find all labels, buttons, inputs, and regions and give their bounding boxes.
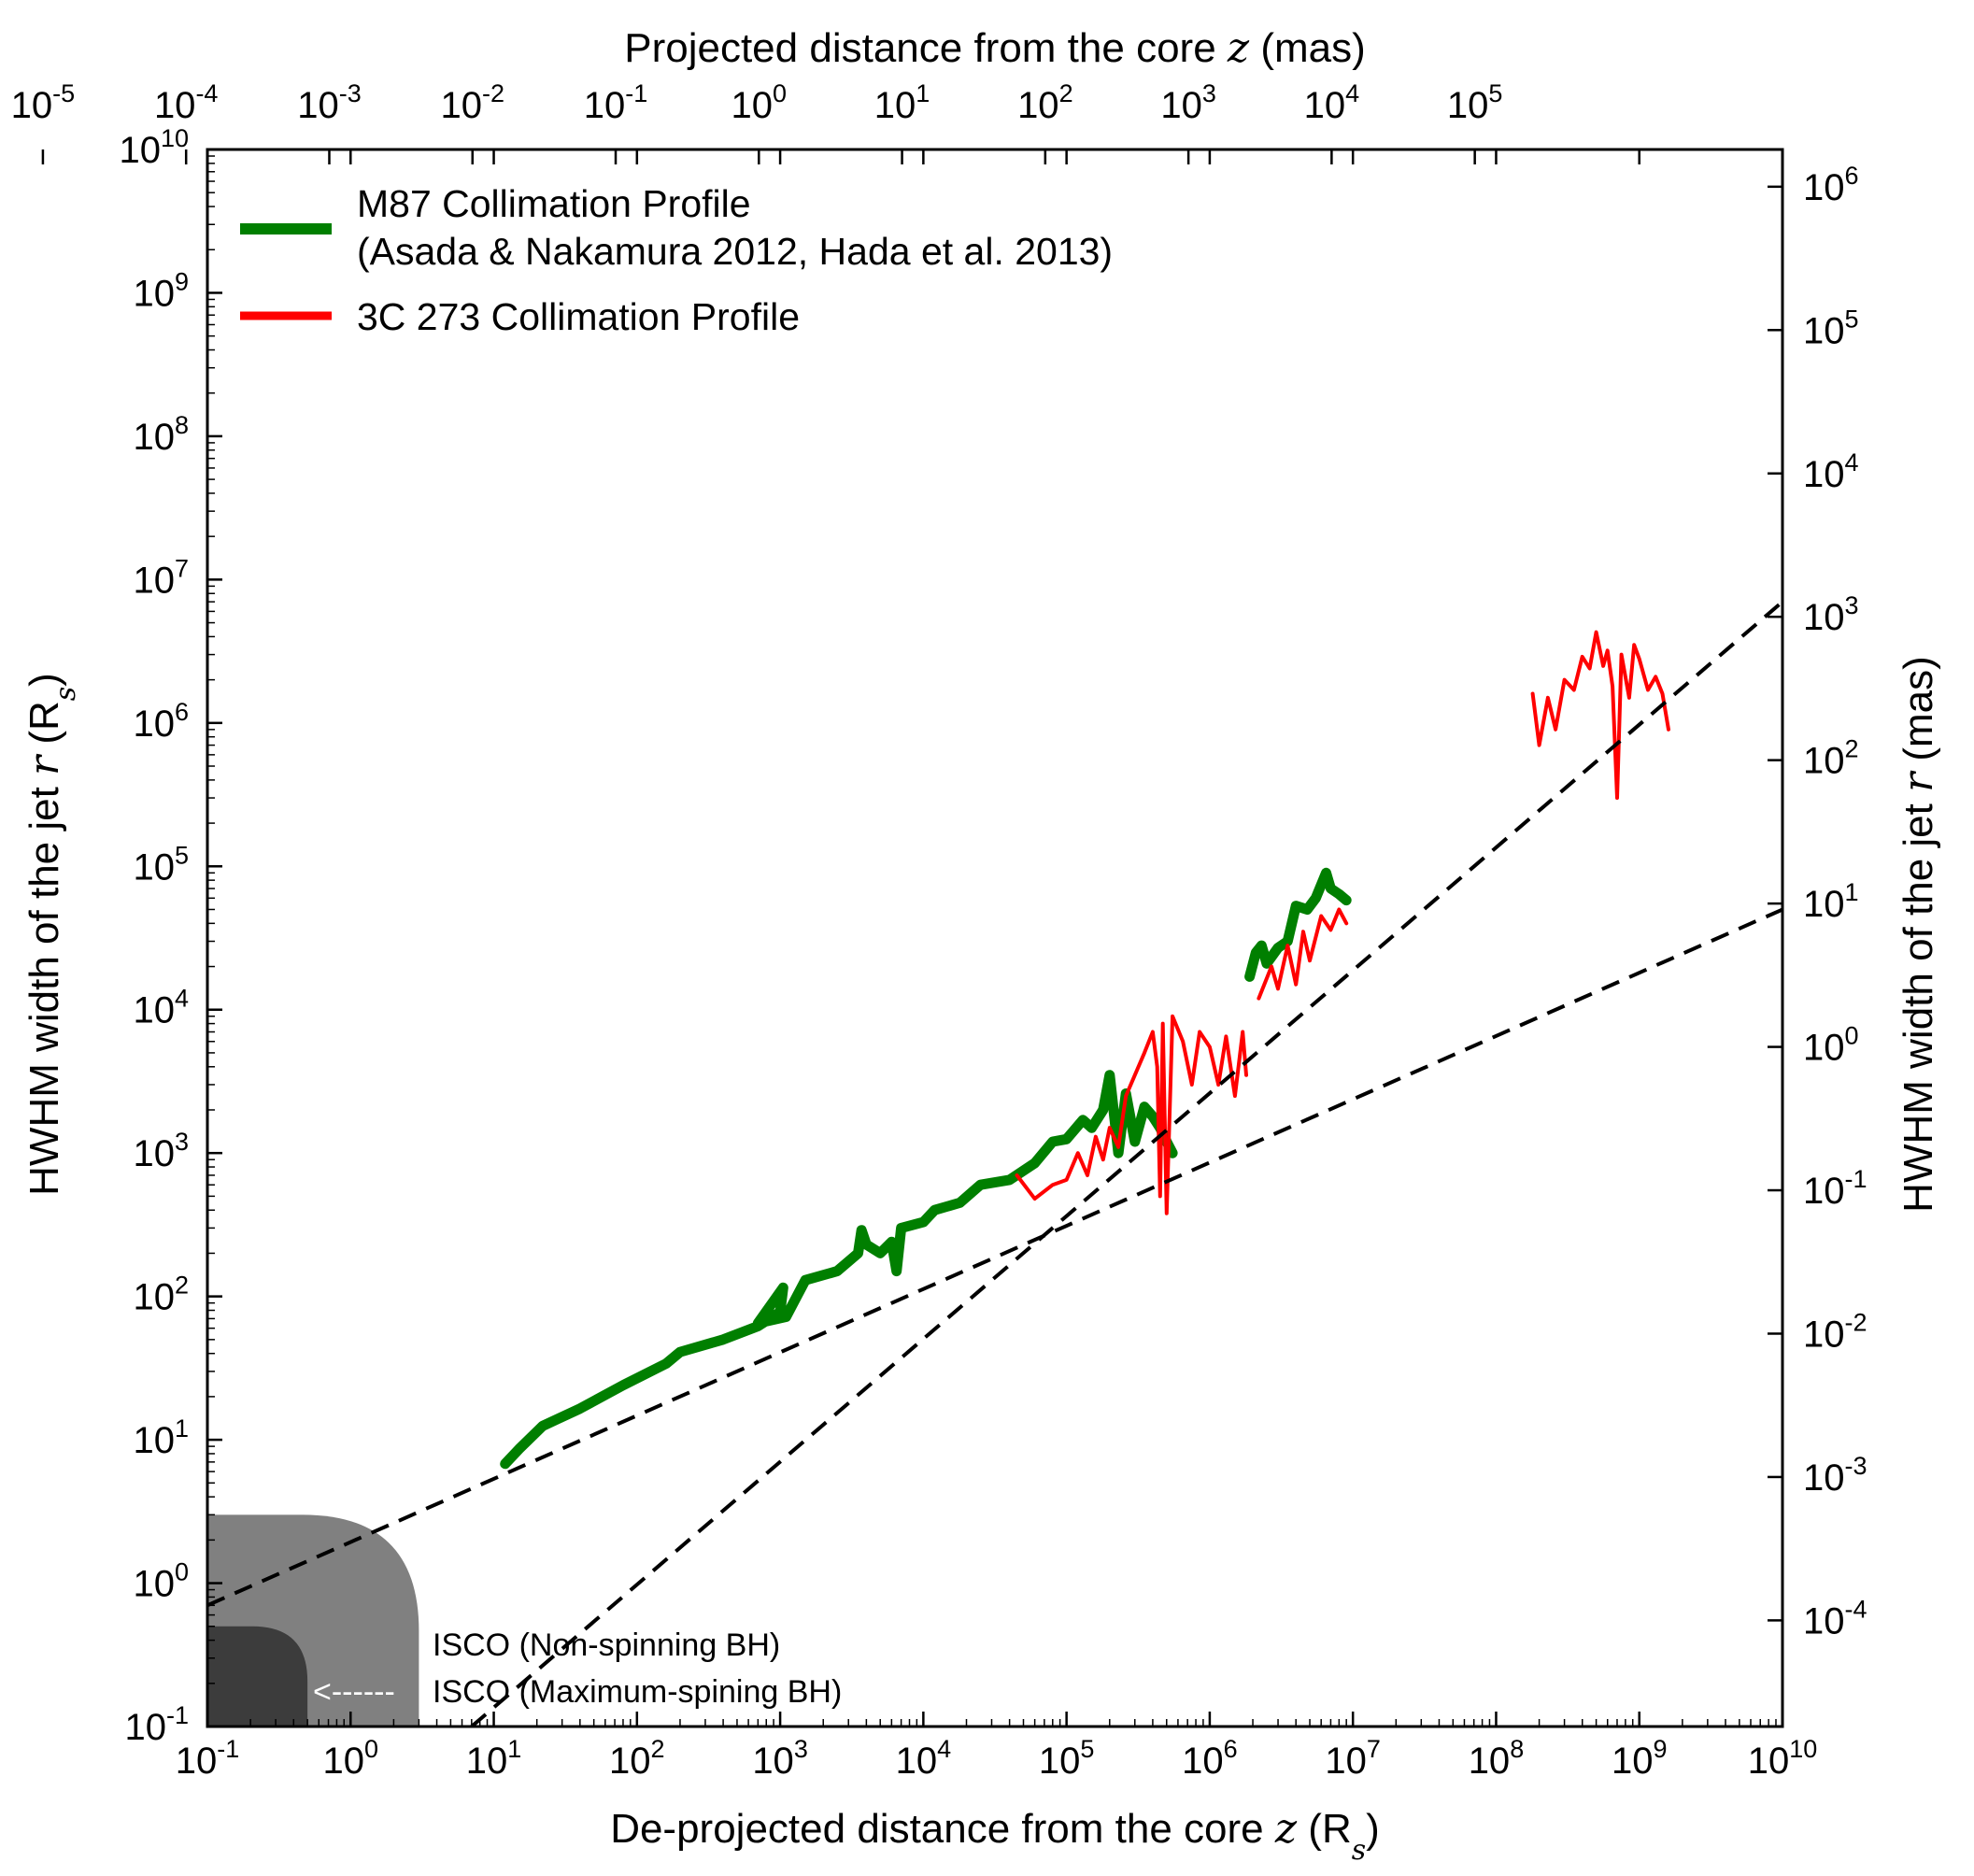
series-2-segment-0 xyxy=(207,907,1782,1608)
right-tick-label: 101 xyxy=(1803,878,1859,925)
bottom-tick-label: 107 xyxy=(1325,1735,1381,1782)
right-tick-label: 105 xyxy=(1803,305,1859,351)
top-tick-label: 100 xyxy=(731,79,788,126)
right-tick-label: 10-1 xyxy=(1803,1165,1867,1212)
legend-label-3c273: 3C 273 Collimation Profile xyxy=(357,295,800,338)
top-tick-label: 104 xyxy=(1304,79,1360,126)
left-tick-label: 104 xyxy=(133,985,189,1031)
isco-regions xyxy=(207,1514,419,1727)
isco-region-1 xyxy=(207,1626,308,1727)
left-tick-label: 103 xyxy=(133,1128,189,1174)
left-tick-label: 105 xyxy=(133,841,189,888)
top-tick-label: 10-4 xyxy=(154,79,219,126)
right-tick-label: 103 xyxy=(1803,591,1859,638)
right-tick-label: 102 xyxy=(1803,735,1859,782)
right-tick-label: 10-2 xyxy=(1803,1308,1867,1355)
isco-arrow: <------ xyxy=(313,1674,395,1710)
bottom-tick-label: 104 xyxy=(896,1735,952,1782)
left-tick-label: 1010 xyxy=(119,124,189,171)
top-tick-label: 105 xyxy=(1447,79,1503,126)
plot-frame xyxy=(206,148,1784,1728)
left-tick-label: 106 xyxy=(133,698,189,745)
right-tick-label: 100 xyxy=(1803,1022,1859,1069)
right-axis-title: HWHM width of the jet r (mas) xyxy=(1895,656,1942,1213)
left-tick-label: 109 xyxy=(133,267,189,314)
bottom-tick-label: 106 xyxy=(1182,1735,1238,1782)
right-tick-label: 10-3 xyxy=(1803,1452,1867,1499)
top-tick-label: 102 xyxy=(1017,79,1073,126)
isco-annotations: ISCO (Non-spinning BH) <------ ISCO (Max… xyxy=(313,1627,842,1710)
legend: M87 Collimation Profile (Asada & Nakamur… xyxy=(240,182,1113,338)
bottom-tick-label: 1010 xyxy=(1748,1735,1818,1782)
bottom-tick-label: 102 xyxy=(609,1735,665,1782)
bottom-tick-label: 103 xyxy=(752,1735,808,1782)
bottom-tick-label: 109 xyxy=(1612,1735,1668,1782)
left-tick-label: 100 xyxy=(133,1558,189,1605)
bottom-tick-label: 101 xyxy=(466,1735,522,1782)
top-tick-label: 103 xyxy=(1160,79,1216,126)
bottom-tick-label: 105 xyxy=(1039,1735,1095,1782)
top-axis-title: Projected distance from the core z (mas) xyxy=(624,24,1366,72)
x-axis-title: De-projected distance from the core z (R… xyxy=(610,1805,1380,1867)
legend-label-m87: M87 Collimation Profile xyxy=(357,182,751,225)
left-tick-label: 10-1 xyxy=(124,1701,189,1748)
left-tick-label: 101 xyxy=(133,1414,189,1461)
top-tick-label: 10-3 xyxy=(297,79,362,126)
bottom-tick-label: 108 xyxy=(1469,1735,1525,1782)
bottom-tick-label: 10-1 xyxy=(176,1735,240,1782)
top-tick-label: 10-5 xyxy=(11,79,76,126)
series-layer xyxy=(207,600,1782,1727)
series-1-segment-0 xyxy=(1015,1014,1248,1215)
right-tick-label: 10-4 xyxy=(1803,1595,1867,1642)
right-tick-label: 106 xyxy=(1803,162,1859,208)
series-3-segment-0 xyxy=(470,600,1782,1727)
left-tick-label: 102 xyxy=(133,1272,189,1318)
annotation-isco-maxspinning: ISCO (Maximum-spining BH) xyxy=(433,1674,842,1710)
series-1-segment-1 xyxy=(1257,907,1349,1001)
axis-ticks: 10-1 100 101 102 103 104 105 106 107 108 109 101010… xyxy=(11,79,1867,1782)
series-0-segment-1 xyxy=(1244,867,1352,982)
top-tick-label: 10-1 xyxy=(584,79,648,126)
top-tick-label: 101 xyxy=(874,79,930,126)
bottom-tick-label: 100 xyxy=(323,1735,379,1782)
y-axis-title: HWHM width of the jet r (Rs) xyxy=(21,673,82,1196)
left-tick-label: 107 xyxy=(133,554,189,601)
right-tick-label: 104 xyxy=(1803,448,1859,495)
legend-label-m87-ref: (Asada & Nakamura 2012, Hada et al. 2013… xyxy=(357,230,1113,273)
left-tick-label: 108 xyxy=(133,411,189,458)
series-0-segment-0 xyxy=(500,1070,1178,1470)
series-1-segment-2 xyxy=(1530,630,1670,801)
top-tick-label: 10-2 xyxy=(440,79,504,126)
annotation-isco-nonspinning: ISCO (Non-spinning BH) xyxy=(433,1627,780,1663)
